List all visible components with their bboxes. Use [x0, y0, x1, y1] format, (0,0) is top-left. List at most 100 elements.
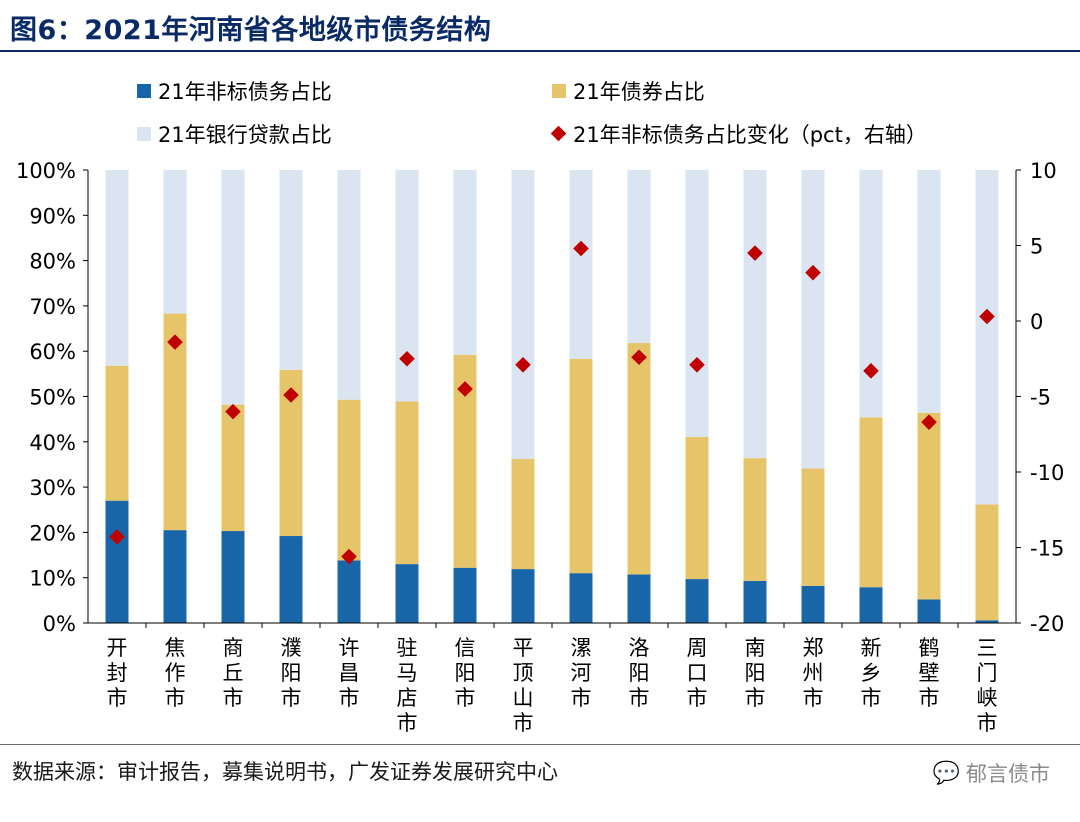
bar-segment-nonstandard — [511, 569, 535, 623]
bar-segment-loan — [395, 170, 419, 402]
y-left-tick-label: 0% — [43, 612, 76, 636]
change-marker — [573, 240, 589, 257]
bar-segment-nonstandard — [163, 530, 187, 623]
bar-segment-loan — [221, 170, 245, 405]
x-tick-label: 开封市 — [107, 636, 128, 710]
y-left-tick-label: 40% — [29, 431, 76, 455]
bar-segment-nonstandard — [627, 574, 651, 623]
x-tick-label: 新乡市 — [861, 636, 882, 710]
x-tick-label: 濮阳市 — [281, 636, 302, 710]
bar-segment-bond — [743, 458, 767, 581]
y-left-tick-label: 30% — [29, 476, 76, 500]
x-tick-label: 漯河市 — [571, 636, 592, 710]
bar-segment-bond — [337, 399, 361, 561]
wechat-icon: 💬 — [932, 760, 960, 786]
bar-segment-bond — [917, 412, 941, 600]
y-right-tick-label: -5 — [1030, 386, 1051, 410]
y-left-tick-label: 100% — [16, 159, 76, 183]
bar-segment-bond — [105, 365, 129, 501]
y-right-tick-label: 0 — [1030, 310, 1043, 334]
bar-segment-bond — [859, 417, 883, 588]
bar-segment-loan — [163, 170, 187, 314]
x-tick-label: 许昌市 — [339, 636, 360, 710]
legend-label-change: 21年非标债务占比变化（pct，右轴） — [573, 123, 927, 147]
change-marker — [167, 334, 183, 350]
x-tick-label: 平顶山市 — [513, 636, 534, 735]
bar-segment-loan — [917, 170, 941, 413]
x-tick-label: 南阳市 — [745, 636, 766, 710]
watermark: 💬 郁言债市 — [933, 758, 1050, 788]
y-left-tick-label: 70% — [29, 295, 76, 319]
source-note: 数据来源：审计报告，募集说明书，广发证券发展研究中心 — [12, 760, 558, 784]
bar-segment-loan — [743, 170, 767, 459]
bar-segment-nonstandard — [279, 536, 303, 623]
x-tick-label: 周口市 — [687, 636, 708, 710]
bar-segment-loan — [801, 170, 825, 469]
x-tick-label: 驻马店市 — [397, 636, 418, 735]
x-tick-label: 焦作市 — [165, 636, 186, 710]
bar-segment-nonstandard — [395, 564, 419, 623]
bar-segment-loan — [337, 170, 361, 400]
y-right-tick-label: 10 — [1030, 159, 1057, 183]
bar-segment-loan — [453, 170, 477, 355]
source-divider — [0, 744, 1080, 745]
y-right-tick-label: -10 — [1030, 461, 1064, 485]
bar-segment-nonstandard — [917, 599, 941, 623]
chart-legend: 21年非标债务占比 21年债券占比 21年银行贷款占比 21年非标债务占比变化（… — [137, 80, 927, 147]
y-right-tick-label: -15 — [1030, 537, 1064, 561]
bar-segment-bond — [627, 343, 651, 575]
legend-item-loan: 21年银行贷款占比 — [137, 123, 332, 147]
bar-segment-nonstandard — [337, 560, 361, 623]
y-left-tick-label: 90% — [29, 204, 76, 228]
legend-item-change: 21年非标债务占比变化（pct，右轴） — [550, 123, 927, 147]
x-tick-label: 郑州市 — [803, 636, 824, 710]
bar-segment-nonstandard — [105, 500, 129, 623]
x-tick-label: 信阳市 — [455, 636, 476, 710]
bar-segment-bond — [221, 404, 245, 532]
y-right-tick-label: -20 — [1030, 612, 1064, 636]
bar-segment-loan — [511, 170, 535, 460]
bar-segment-bond — [685, 436, 709, 580]
x-tick-label: 洛阳市 — [629, 636, 650, 710]
bar-segment-bond — [569, 358, 593, 574]
bar-segment-nonstandard — [685, 579, 709, 623]
bar-segment-bond — [975, 504, 999, 621]
legend-item-nonstandard: 21年非标债务占比 — [137, 80, 332, 104]
bar-segment-nonstandard — [221, 531, 245, 623]
bar-segment-loan — [975, 170, 999, 505]
bar-segment-bond — [395, 401, 419, 565]
bar-segment-loan — [105, 170, 129, 366]
bar-segment-loan — [685, 170, 709, 437]
bar-segment-nonstandard — [801, 585, 825, 623]
watermark-text: 郁言债市 — [966, 762, 1050, 786]
plot-area: 0% 10% 20% 30% 40% 50% 60% 70% 80% 90% 100% -20 -15 -… — [16, 159, 1064, 735]
bar-segment-nonstandard — [859, 587, 883, 623]
figure-title: 图6：2021年河南省各地级市债务结构 — [10, 15, 492, 46]
y-right-tick-label: 5 — [1030, 235, 1043, 259]
bar-segment-nonstandard — [743, 580, 767, 623]
legend-label-loan: 21年银行贷款占比 — [158, 123, 332, 147]
y-left-tick-label: 80% — [29, 250, 76, 274]
bar-segment-nonstandard — [975, 620, 999, 623]
x-tick-label: 三门峡市 — [977, 636, 998, 735]
bar-segment-loan — [859, 170, 883, 418]
bar-segment-loan — [279, 170, 303, 370]
y-left-tick-label: 60% — [29, 340, 76, 364]
legend-label-bond: 21年债券占比 — [573, 80, 705, 104]
y-left-tick-label: 50% — [29, 386, 76, 410]
bar-segment-bond — [801, 468, 825, 586]
debt-structure-chart: 21年非标债务占比 21年债券占比 21年银行贷款占比 21年非标债务占比变化（… — [16, 80, 1064, 735]
bar-segment-loan — [627, 170, 651, 344]
y-left-tick-label: 20% — [29, 521, 76, 545]
x-tick-label: 商丘市 — [223, 636, 244, 710]
legend-label-nonstandard: 21年非标债务占比 — [158, 80, 332, 104]
legend-swatch-loan — [137, 127, 151, 141]
legend-swatch-bond — [552, 84, 566, 98]
legend-marker-change — [550, 125, 567, 142]
y-left-tick-label: 10% — [29, 567, 76, 591]
bar-segment-nonstandard — [453, 567, 477, 623]
bar-segment-bond — [511, 459, 535, 570]
bar-segment-nonstandard — [569, 573, 593, 623]
legend-item-bond: 21年债券占比 — [552, 80, 705, 104]
bar-segment-bond — [163, 313, 187, 531]
